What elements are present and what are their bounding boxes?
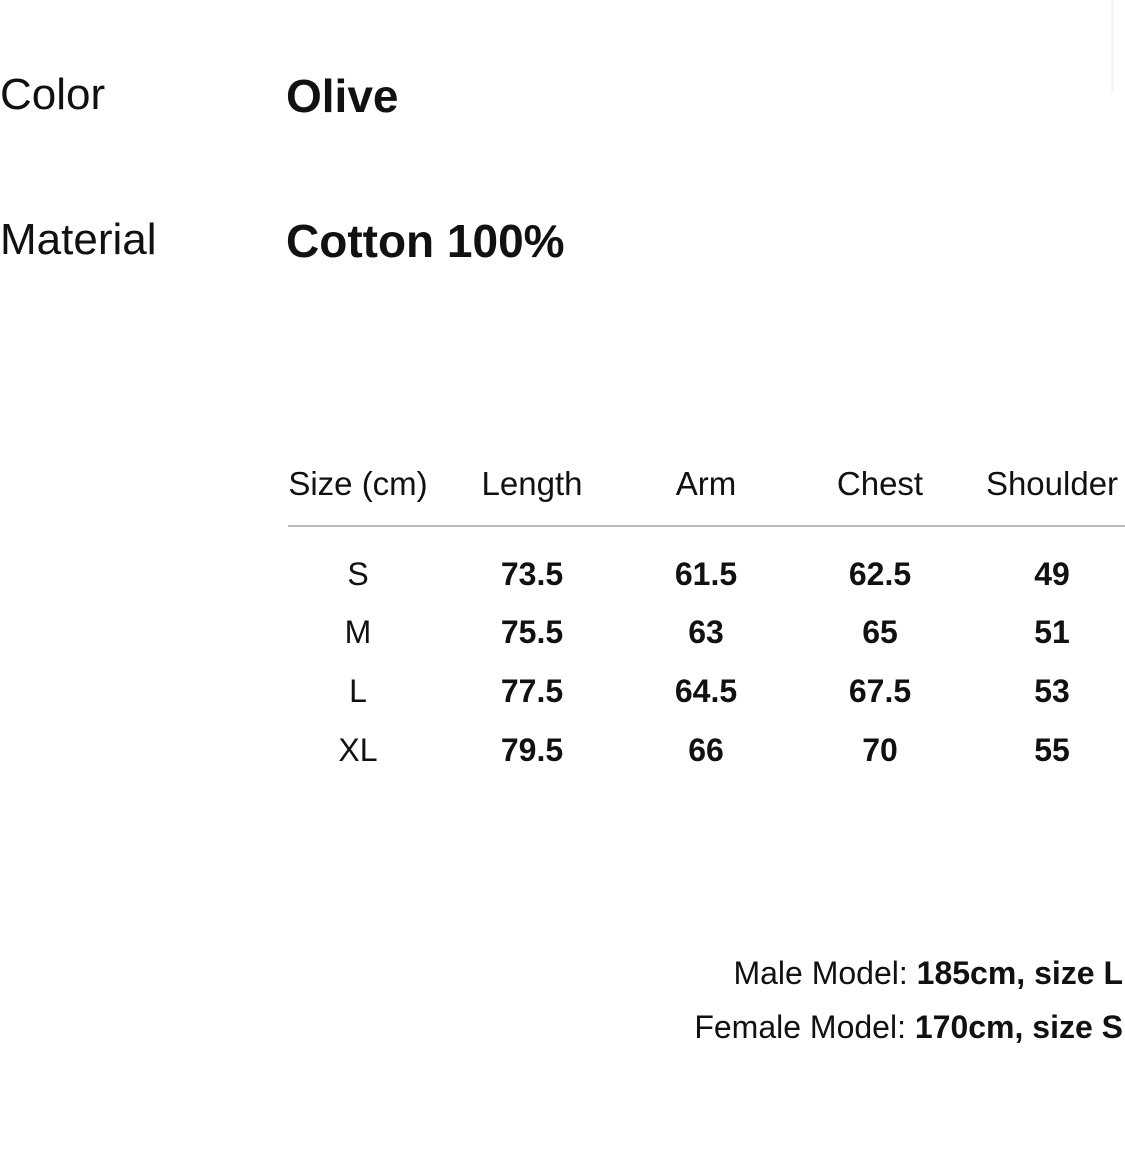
measurement-cell: 53 [1034, 673, 1070, 709]
measurement-cell: 64.5 [674, 673, 738, 709]
color-value: Olive [286, 70, 399, 122]
table-divider [288, 525, 1125, 527]
measurement-cell: 55 [1034, 732, 1070, 768]
female-model-value: 170cm, size S [914, 1009, 1123, 1045]
measurement-cell: 61.5 [674, 556, 738, 592]
measurement-cell: 70 [862, 732, 898, 768]
column-header: Chest [836, 465, 924, 502]
size-cell: L [349, 673, 367, 709]
scroll-edge [1111, 0, 1114, 92]
size-cell: M [344, 614, 372, 650]
column-header: Size (cm) [288, 465, 428, 502]
material-label: Material [0, 215, 157, 264]
column-header: Length [481, 465, 583, 502]
female-model-info: Female Model: 170cm, size S [694, 1011, 1123, 1043]
measurement-cell: 79.5 [500, 732, 564, 768]
measurement-cell: 75.5 [500, 614, 564, 650]
male-model-label: Male Model: [733, 955, 908, 991]
female-model-label: Female Model: [694, 1009, 906, 1045]
measurement-cell: 63 [688, 614, 724, 650]
measurement-cell: 67.5 [848, 673, 912, 709]
measurement-cell: 77.5 [500, 673, 564, 709]
column-header: Arm [675, 465, 737, 502]
material-value: Cotton 100% [286, 215, 565, 267]
measurement-cell: 65 [862, 614, 898, 650]
male-model-info: Male Model: 185cm, size L [733, 957, 1123, 989]
male-model-value: 185cm, size L [916, 955, 1123, 991]
measurement-cell: 66 [688, 732, 724, 768]
measurement-cell: 49 [1034, 556, 1070, 592]
measurement-cell: 62.5 [848, 556, 912, 592]
measurement-cell: 73.5 [500, 556, 564, 592]
size-cell: S [347, 556, 369, 592]
color-label: Color [0, 70, 106, 119]
size-cell: XL [338, 732, 378, 768]
measurement-cell: 51 [1034, 614, 1070, 650]
column-header: Shoulder [985, 465, 1119, 502]
